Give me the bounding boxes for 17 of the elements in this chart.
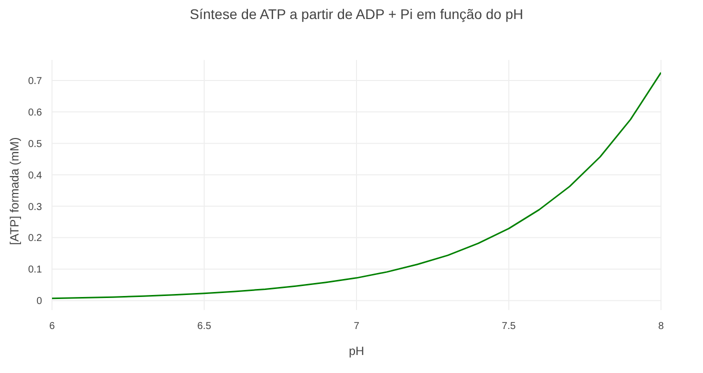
line-series	[52, 72, 661, 300]
x-tick-label: 8	[658, 321, 664, 332]
y-tick-label: 0.4	[28, 170, 42, 182]
x-tick-label: 7.5	[502, 321, 516, 332]
y-tick-label: 0.3	[28, 202, 42, 213]
y-tick-label: 0.5	[28, 138, 42, 150]
y-tick-label: 0.1	[28, 264, 42, 276]
x-tick-label: 7	[354, 321, 360, 332]
y-axis-title: [ATP] formada (mM)	[7, 137, 22, 245]
x-axis-title: pH	[348, 344, 364, 358]
y-tick-label: 0	[36, 296, 42, 308]
x-tick-label: 6	[49, 321, 56, 332]
chart-title: Síntese de ATP a partir de ADP + Pi em função do pH	[188, 6, 524, 22]
y-tick-label: 0.6	[28, 107, 42, 118]
x-tick-label: 6.5	[197, 321, 212, 332]
y-tick-label: 0.7	[28, 76, 42, 87]
y-tick-label: 0.2	[28, 233, 42, 244]
